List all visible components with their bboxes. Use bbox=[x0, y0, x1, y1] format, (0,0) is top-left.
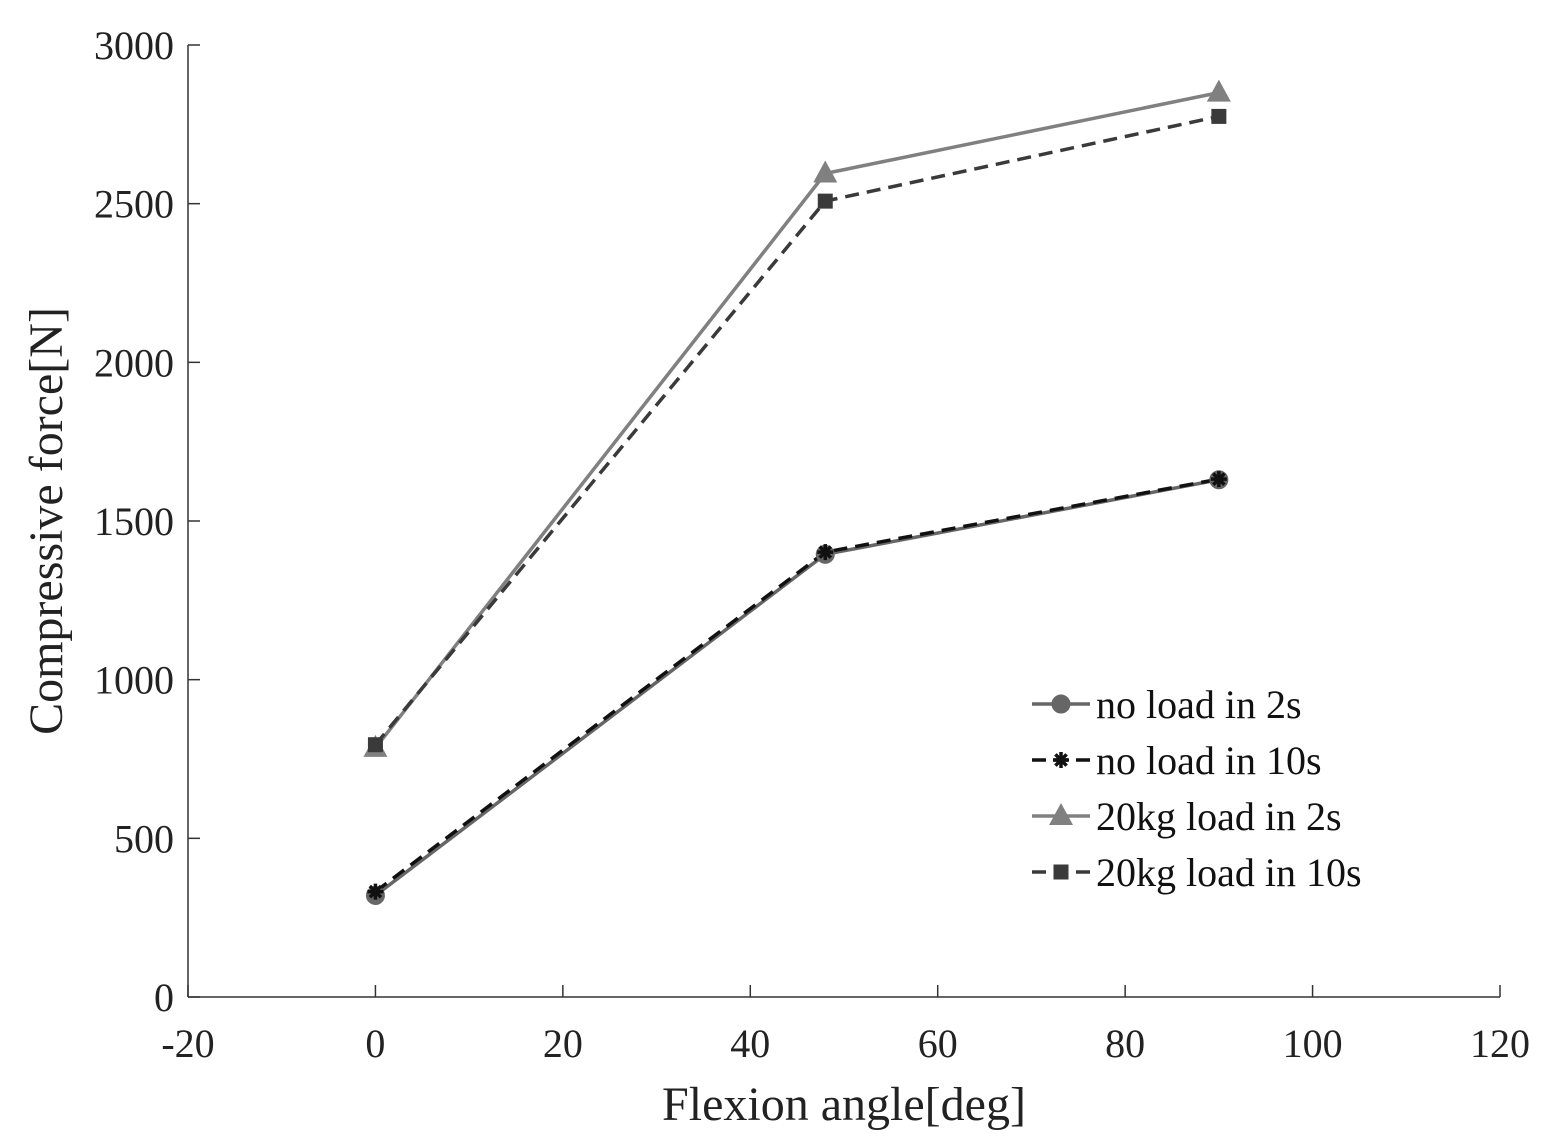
y-tick-label: 500 bbox=[114, 816, 174, 861]
series-2-point bbox=[1210, 471, 1227, 488]
x-tick-label: 60 bbox=[918, 1021, 958, 1066]
legend-marker-2 bbox=[1053, 752, 1069, 768]
series-line-3 bbox=[374, 90, 1220, 749]
series-2-point bbox=[817, 544, 834, 561]
x-tick-label: 20 bbox=[543, 1021, 583, 1066]
y-tick-label: 1000 bbox=[94, 658, 174, 703]
x-tick-label: 0 bbox=[365, 1021, 385, 1066]
x-tick-label: -20 bbox=[161, 1021, 214, 1066]
series-2-point bbox=[367, 883, 384, 900]
legend-marker-4 bbox=[1053, 864, 1069, 880]
legend-label-4: 20kg load in 10s bbox=[1096, 850, 1362, 895]
y-axis-label: Compressive force[N] bbox=[20, 307, 73, 735]
x-tick-label: 40 bbox=[730, 1021, 770, 1066]
markers-group bbox=[363, 79, 1231, 905]
legend-marker-3 bbox=[1049, 803, 1073, 825]
y-tick-label: 3000 bbox=[94, 23, 174, 68]
series-line-2 bbox=[374, 477, 1220, 894]
series-3-point bbox=[813, 160, 838, 183]
y-tick-label: 2500 bbox=[94, 182, 174, 227]
x-tick-label: 80 bbox=[1105, 1021, 1145, 1066]
y-tick-label: 1500 bbox=[94, 499, 174, 544]
x-tick-label: 120 bbox=[1470, 1021, 1530, 1066]
series-4-point bbox=[817, 193, 833, 209]
series-4-point bbox=[1211, 108, 1227, 124]
series-line-1 bbox=[374, 478, 1220, 897]
x-tick-label: 100 bbox=[1283, 1021, 1343, 1066]
y-tick-label: 2000 bbox=[94, 340, 174, 385]
legend-label-1: no load in 2s bbox=[1096, 682, 1302, 727]
series-3-point bbox=[1206, 79, 1231, 102]
legend-label-2: no load in 10s bbox=[1096, 738, 1322, 783]
x-axis-label: Flexion angle[deg] bbox=[662, 1078, 1026, 1131]
series-4-point bbox=[367, 737, 383, 753]
legend-marker-1 bbox=[1051, 694, 1071, 714]
axes: -20 0 20 40 60 80 100 1200500100015002000250030… bbox=[20, 23, 1530, 1131]
y-tick-label: 0 bbox=[154, 975, 174, 1020]
legend: no load in 2s no load in 10s 20kg load in … bbox=[1032, 682, 1362, 895]
legend-label-3: 20kg load in 2s bbox=[1096, 794, 1342, 839]
series-group bbox=[374, 90, 1220, 897]
